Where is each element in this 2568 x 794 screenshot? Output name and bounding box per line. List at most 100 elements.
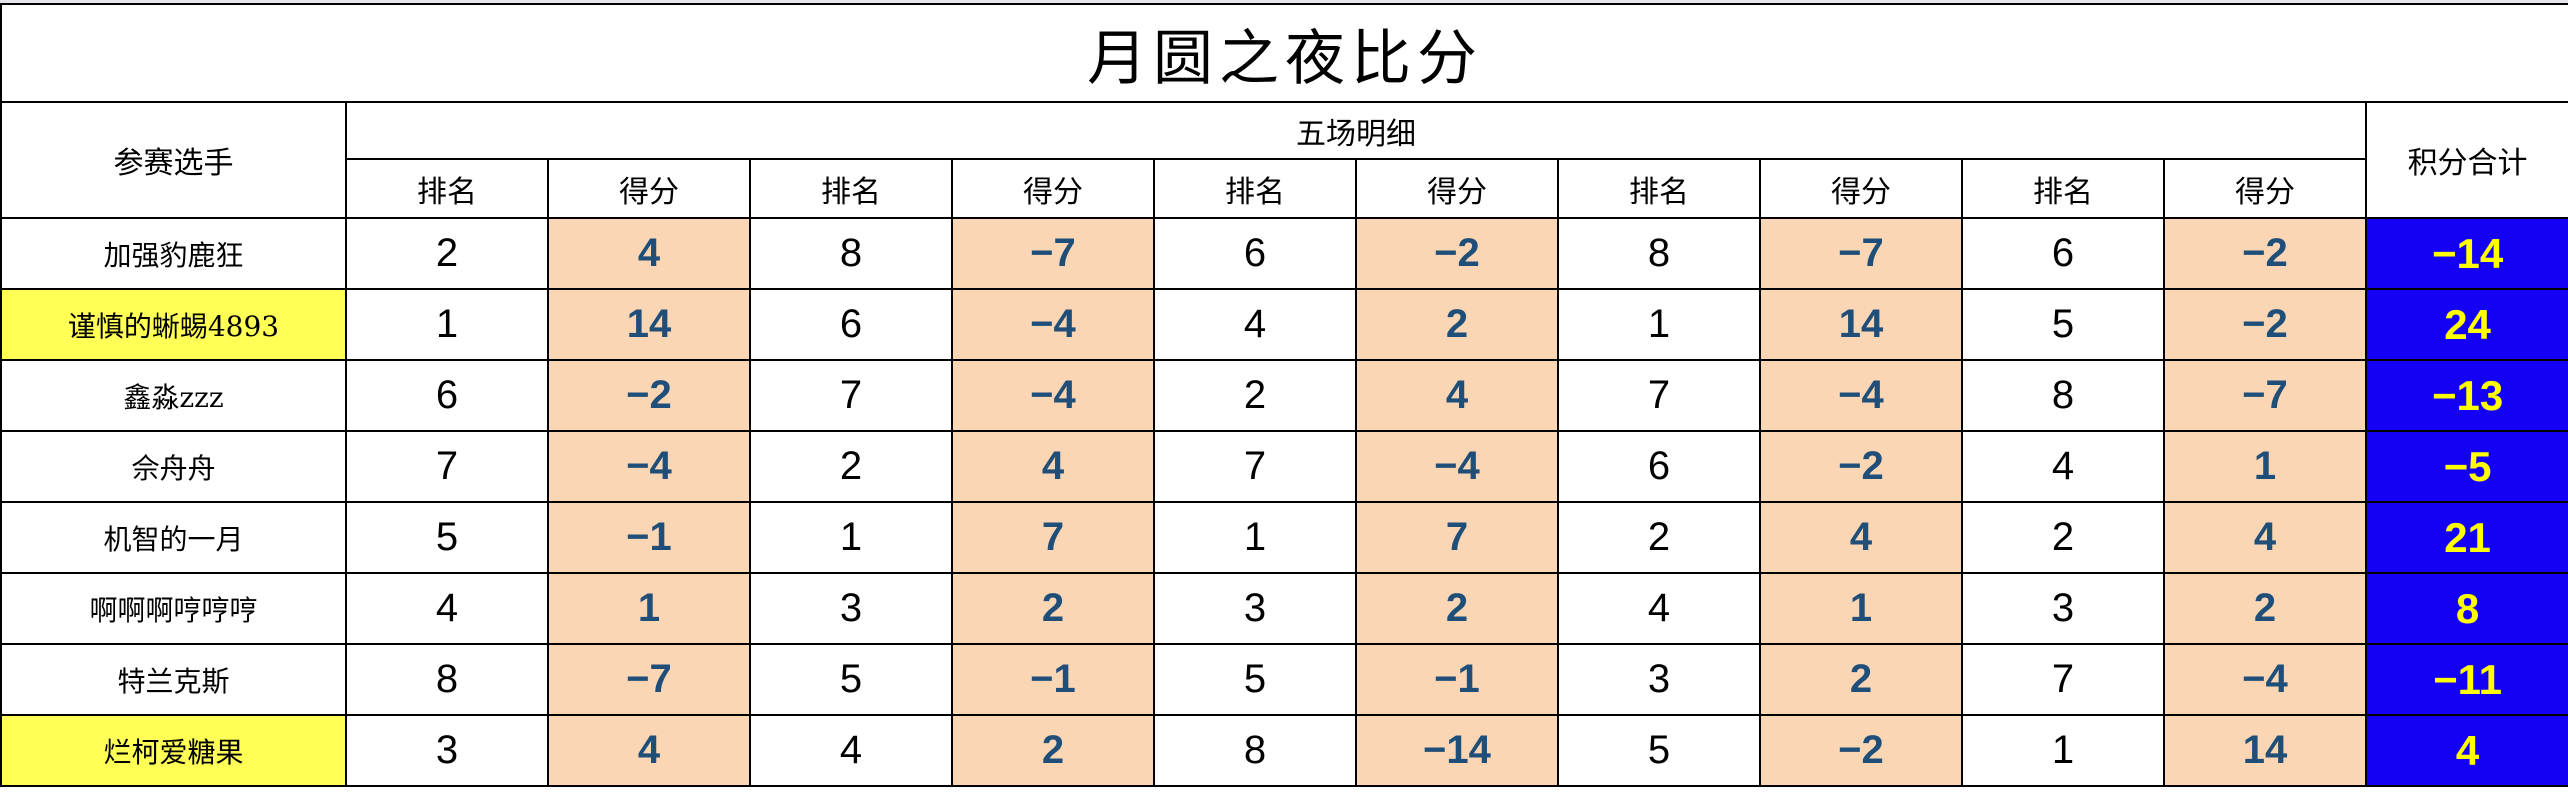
- rank-cell: 4: [1557, 572, 1761, 645]
- page-title: 月圆之夜比分: [0, 3, 2568, 103]
- rank-cell: 8: [1557, 217, 1761, 290]
- score-cell: −7: [1759, 217, 1963, 290]
- rank-cell: 3: [749, 572, 953, 645]
- player-name: 谨慎的蜥蜴4893: [0, 288, 347, 361]
- score-cell: −4: [2163, 643, 2367, 716]
- rank-cell: 5: [1961, 288, 2165, 361]
- rank-cell: 8: [1153, 714, 1357, 787]
- rank-cell: 6: [1557, 430, 1761, 503]
- table-row: 佘舟舟 7 −4 2 4 7 −4 6 −2 4 1 −5: [0, 430, 2568, 503]
- score-cell: −4: [1355, 430, 1559, 503]
- header-rank: 排名: [1153, 158, 1357, 219]
- rank-cell: 2: [1557, 501, 1761, 574]
- score-cell: −1: [547, 501, 751, 574]
- table-row: 特兰克斯 8 −7 5 −1 5 −1 3 2 7 −4 −11: [0, 643, 2568, 716]
- score-cell: 2: [1759, 643, 1963, 716]
- rank-cell: 4: [1153, 288, 1357, 361]
- rank-cell: 5: [1557, 714, 1761, 787]
- header-score: 得分: [1355, 158, 1559, 219]
- score-cell: −2: [1759, 430, 1963, 503]
- table-row: 鑫淼zzz 6 −2 7 −4 2 4 7 −4 8 −7 −13: [0, 359, 2568, 432]
- score-cell: 2: [951, 572, 1155, 645]
- score-cell: 4: [547, 217, 751, 290]
- score-cell: 14: [547, 288, 751, 361]
- score-cell: 1: [2163, 430, 2367, 503]
- rank-cell: 4: [1961, 430, 2165, 503]
- header-total: 积分合计: [2364, 101, 2568, 219]
- score-cell: −1: [951, 643, 1155, 716]
- score-cell: −2: [2163, 288, 2367, 361]
- score-cell: 1: [1759, 572, 1963, 645]
- score-cell: 4: [951, 430, 1155, 503]
- header-rank: 排名: [345, 158, 549, 219]
- rank-cell: 1: [1961, 714, 2165, 787]
- total-cell: −13: [2364, 359, 2568, 432]
- score-cell: 1: [547, 572, 751, 645]
- player-name: 鑫淼zzz: [0, 359, 347, 432]
- rank-cell: 5: [345, 501, 549, 574]
- rank-cell: 1: [1153, 501, 1357, 574]
- score-cell: 7: [951, 501, 1155, 574]
- score-cell: −7: [547, 643, 751, 716]
- score-cell: −7: [951, 217, 1155, 290]
- rank-cell: 2: [749, 430, 953, 503]
- score-cell: −4: [951, 359, 1155, 432]
- score-cell: −4: [1759, 359, 1963, 432]
- rank-cell: 8: [1961, 359, 2165, 432]
- player-name: 特兰克斯: [0, 643, 347, 716]
- header-details: 五场明细: [345, 101, 2367, 160]
- rank-cell: 4: [345, 572, 549, 645]
- rank-cell: 5: [749, 643, 953, 716]
- rank-cell: 2: [345, 217, 549, 290]
- score-cell: −2: [547, 359, 751, 432]
- rank-cell: 6: [749, 288, 953, 361]
- header-rank: 排名: [749, 158, 953, 219]
- player-name: 啊啊啊哼哼哼: [0, 572, 347, 645]
- rank-cell: 1: [1557, 288, 1761, 361]
- header-score: 得分: [951, 158, 1155, 219]
- total-cell: −11: [2364, 643, 2568, 716]
- rank-cell: 5: [1153, 643, 1357, 716]
- total-cell: −5: [2364, 430, 2568, 503]
- rank-cell: 7: [345, 430, 549, 503]
- score-cell: 2: [1355, 572, 1559, 645]
- header-rank: 排名: [1557, 158, 1761, 219]
- score-cell: −2: [2163, 217, 2367, 290]
- rank-cell: 1: [345, 288, 549, 361]
- table-row: 机智的一月 5 −1 1 7 1 7 2 4 2 4 21: [0, 501, 2568, 574]
- score-cell: 2: [1355, 288, 1559, 361]
- score-cell: −2: [1355, 217, 1559, 290]
- score-table: 月圆之夜比分 参赛选手 五场明细 积分合计 排名 得分 排名 得分 排名 得分 排名 得分 排名…: [0, 3, 2568, 787]
- score-cell: −1: [1355, 643, 1559, 716]
- header-score: 得分: [547, 158, 751, 219]
- total-cell: 8: [2364, 572, 2568, 645]
- score-cell: 14: [1759, 288, 1963, 361]
- rank-cell: 2: [1153, 359, 1357, 432]
- rank-cell: 8: [749, 217, 953, 290]
- score-cell: 4: [547, 714, 751, 787]
- total-cell: −14: [2364, 217, 2568, 290]
- score-cell: −2: [1759, 714, 1963, 787]
- score-cell: −14: [1355, 714, 1559, 787]
- player-name: 佘舟舟: [0, 430, 347, 503]
- rank-cell: 8: [345, 643, 549, 716]
- table-row: 谨慎的蜥蜴4893 1 14 6 −4 4 2 1 14 5 −2 24: [0, 288, 2568, 361]
- rank-cell: 7: [749, 359, 953, 432]
- score-cell: 4: [2163, 501, 2367, 574]
- rank-cell: 2: [1961, 501, 2165, 574]
- score-cell: 4: [1355, 359, 1559, 432]
- total-cell: 4: [2364, 714, 2568, 787]
- rank-cell: 3: [1961, 572, 2165, 645]
- rank-cell: 6: [1961, 217, 2165, 290]
- rank-cell: 6: [1153, 217, 1357, 290]
- header-rank: 排名: [1961, 158, 2165, 219]
- header-score: 得分: [1759, 158, 1963, 219]
- score-cell: −7: [2163, 359, 2367, 432]
- player-name: 烂柯爱糖果: [0, 714, 347, 787]
- rank-cell: 3: [1557, 643, 1761, 716]
- total-cell: 24: [2364, 288, 2568, 361]
- score-cell: −4: [547, 430, 751, 503]
- table-row: 加强豹鹿狂 2 4 8 −7 6 −2 8 −7 6 −2 −14: [0, 217, 2568, 290]
- rank-cell: 4: [749, 714, 953, 787]
- score-cell: 2: [2163, 572, 2367, 645]
